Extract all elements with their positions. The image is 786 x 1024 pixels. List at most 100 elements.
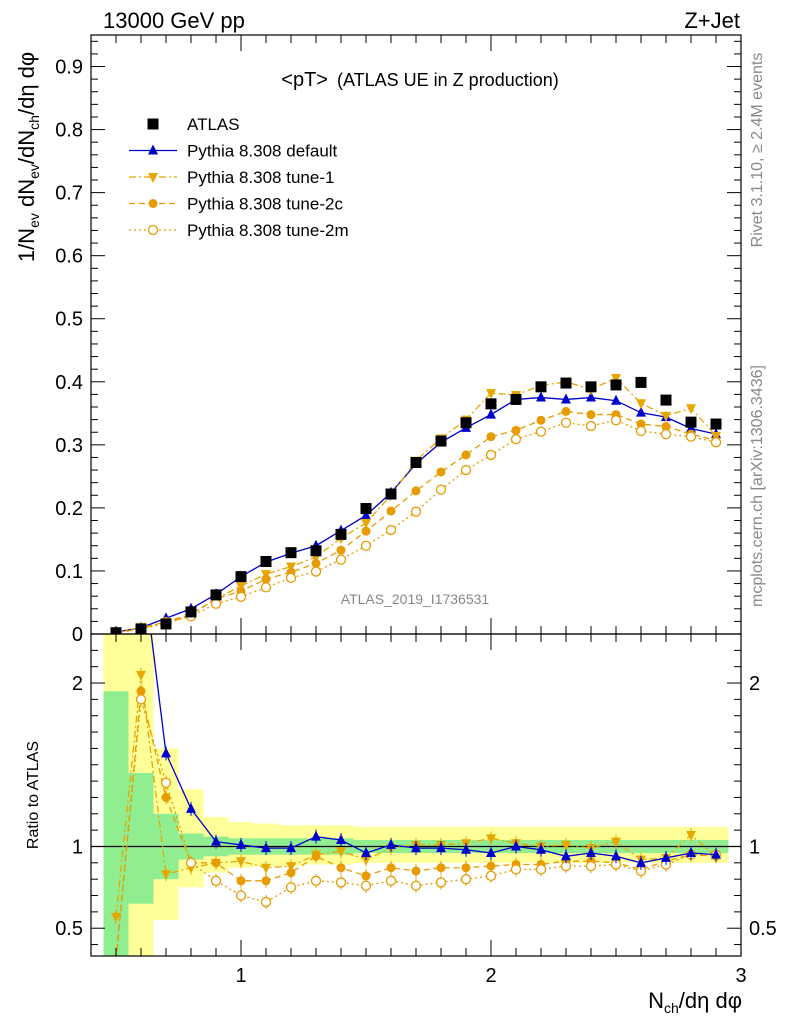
main-point-0: [685, 416, 697, 428]
main-point-4: [260, 582, 272, 593]
ratio-point-0: [386, 838, 396, 849]
ratio-point-1: [236, 857, 246, 868]
ratio-point-0: [261, 842, 271, 853]
main-point-0: [385, 488, 397, 500]
rivet-info-label: Rivet 3.1.10, ≥ 2.4M events: [749, 53, 766, 248]
main-point-2: [611, 374, 621, 385]
main-y-tick-label: 0.7: [55, 183, 83, 205]
main-point-0: [310, 545, 322, 557]
ratio-point-1: [261, 863, 271, 874]
mcplots-reference-label: mcplots.cern.ch [arXiv:1306.3436]: [749, 365, 766, 607]
x-tick-label: 1: [235, 965, 246, 987]
main-point-3: [311, 558, 321, 568]
main-point-0: [635, 376, 647, 388]
plot-title-rest: (ATLAS UE in Z production): [337, 70, 559, 90]
ratio-point-3: [260, 896, 272, 908]
process-label: Z+Jet: [684, 8, 740, 33]
main-point-3: [436, 467, 446, 477]
main-point-1: [611, 394, 621, 405]
main-point-0: [260, 555, 272, 567]
main-point-3: [411, 486, 421, 496]
main-point-1: [536, 391, 546, 402]
ratio-point-3: [210, 875, 222, 886]
ratio-point-3: [435, 877, 447, 888]
main-y-tick-label: 0.4: [55, 372, 83, 394]
main-point-4: [410, 506, 422, 517]
ratio-point-1: [561, 840, 571, 851]
energy-label: 13000 GeV pp: [103, 8, 245, 33]
main-point-1: [636, 406, 646, 417]
main-point-0: [410, 456, 422, 468]
ratio-point-3: [185, 857, 197, 868]
ratio-point-1: [361, 855, 371, 866]
ratio-point-0: [111, 432, 121, 442]
main-point-4: [710, 437, 722, 448]
band-inner-bin: [128, 772, 154, 904]
main-point-0: [710, 418, 722, 430]
main-point-3: [511, 425, 521, 435]
main-point-3: [361, 526, 371, 536]
ratio-point-2: [161, 792, 171, 802]
plot-title: <pT> (ATLAS UE in Z production): [281, 69, 558, 91]
main-point-4: [285, 572, 297, 584]
main-point-1: [361, 509, 371, 520]
main-point-3: [636, 419, 646, 429]
ratio-point-1: [611, 837, 621, 848]
ratio-point-3: [114, 955, 118, 956]
ratio-point-3: [535, 864, 547, 875]
main-point-2: [286, 562, 296, 573]
ratio-point-0: [461, 843, 471, 854]
ratio-point-0: [711, 848, 721, 859]
ratio-point-0: [611, 850, 621, 861]
main-point-4: [385, 524, 397, 536]
main-point-0: [360, 503, 372, 515]
main-point-0: [660, 394, 672, 406]
ratio-point-2: [236, 876, 246, 886]
ratio-point-3: [235, 890, 247, 901]
ratio-point-2: [361, 871, 371, 881]
ratio-point-2: [286, 868, 296, 878]
ratio-point-2: [261, 876, 271, 886]
ratio-point-2: [486, 861, 496, 871]
main-point-0: [460, 417, 472, 429]
legend-label-1: Pythia 8.308 default: [187, 142, 338, 161]
main-point-3: [561, 406, 571, 416]
ratio-point-2: [211, 858, 221, 868]
main-point-3: [661, 422, 671, 432]
legend-marker-0: [147, 118, 159, 130]
ratio-point-1: [161, 870, 171, 881]
main-point-0: [435, 435, 447, 447]
ratio-point-2: [311, 851, 321, 861]
main-point-4: [235, 591, 247, 602]
main-point-0: [485, 398, 497, 410]
ratio-point-0: [286, 842, 296, 853]
ratio-point-3: [585, 860, 597, 872]
main-point-4: [310, 566, 322, 577]
ratio-y-axis-label: Ratio to ATLAS: [25, 741, 42, 849]
ratio-point-3: [385, 875, 397, 886]
main-point-3: [486, 432, 496, 442]
main-point-4: [635, 425, 647, 437]
main-y-tick-label: 0.8: [55, 120, 83, 142]
ratio-point-1: [336, 847, 346, 858]
ratio-point-0: [436, 842, 446, 853]
main-point-3: [586, 410, 596, 420]
main-point-0: [560, 377, 572, 389]
legend-label-3: Pythia 8.308 tune-2c: [187, 195, 343, 214]
ratio-panel-series: [111, 432, 722, 956]
main-y-tick-label: 0.6: [55, 246, 83, 268]
ratio-point-0: [536, 843, 546, 854]
main-point-0: [160, 618, 172, 630]
ratio-point-3: [285, 882, 297, 893]
ratio-point-0: [361, 847, 371, 858]
main-point-3: [261, 574, 271, 584]
main-point-0: [535, 381, 547, 393]
main-point-4: [610, 415, 622, 426]
ratio-point-0: [486, 847, 496, 858]
main-point-0: [235, 571, 247, 583]
ratio-line-0: [150, 634, 717, 864]
main-point-0: [285, 547, 297, 559]
ratio-point-0: [311, 830, 321, 841]
ratio-y-tick-label-right: 0.5: [749, 918, 777, 940]
